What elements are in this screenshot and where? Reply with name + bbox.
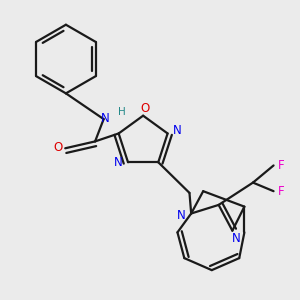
Text: N: N	[177, 209, 186, 222]
Text: N: N	[231, 232, 240, 245]
Text: N: N	[101, 112, 110, 124]
Text: O: O	[53, 141, 62, 154]
Text: F: F	[278, 185, 284, 198]
Text: N: N	[114, 156, 123, 170]
Text: N: N	[173, 124, 182, 137]
Text: O: O	[140, 102, 149, 115]
Text: F: F	[278, 159, 284, 172]
Text: H: H	[118, 106, 125, 117]
